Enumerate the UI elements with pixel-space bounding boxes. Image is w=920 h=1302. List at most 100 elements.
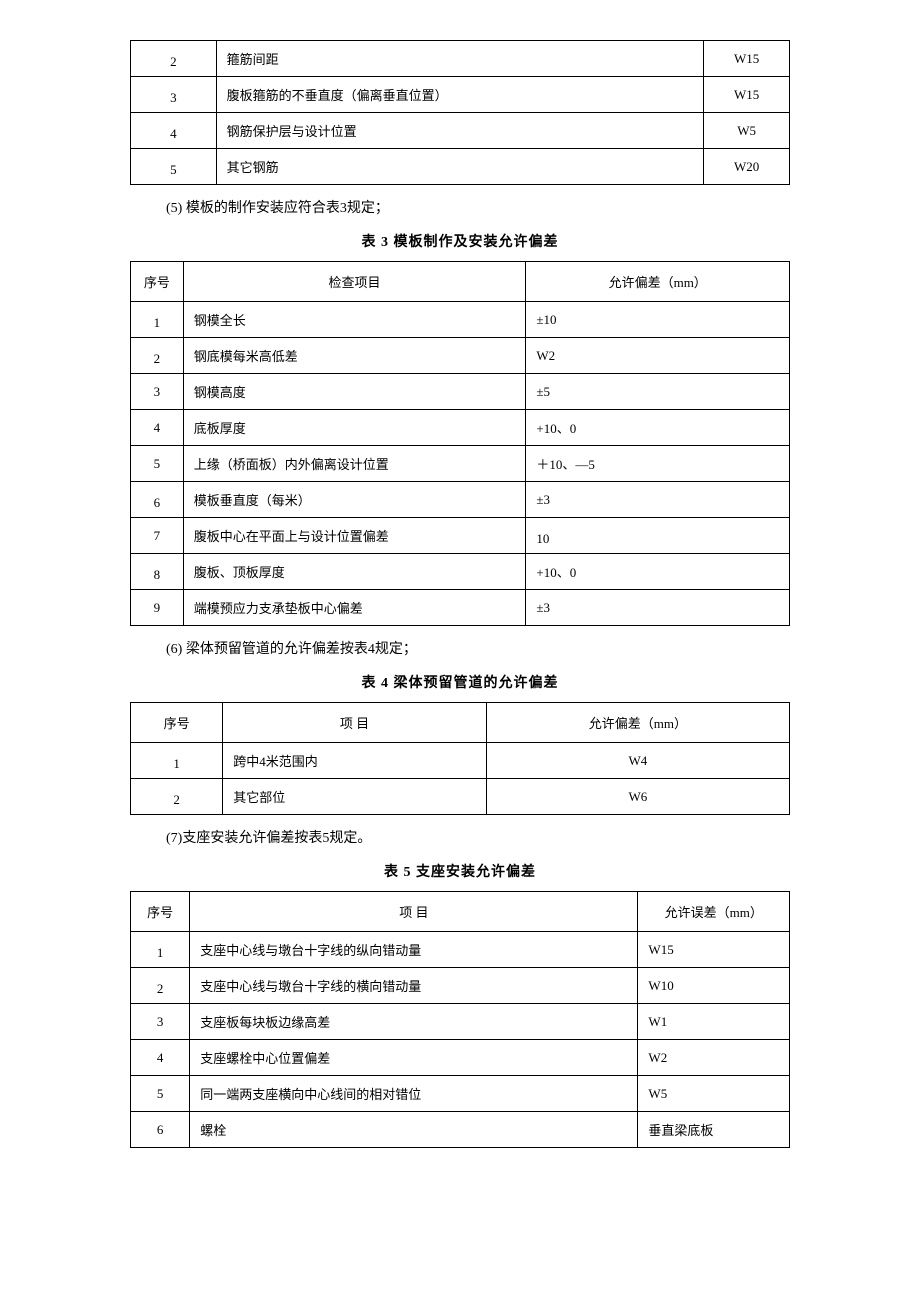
table-5-bearing: 序号 项 目 允许误差（mm） 1支座中心线与墩台十字线的纵向错动量W152支座…: [130, 891, 790, 1148]
table-row: 2支座中心线与墩台十字线的横向错动量W10: [131, 968, 790, 1004]
cell-tol: W15: [704, 41, 790, 77]
cell-seq: 3: [131, 374, 184, 410]
table-row: 3支座板每块板边缘高差W1: [131, 1004, 790, 1040]
cell-item: 腹板、顶板厚度: [183, 554, 526, 590]
table-row: 2箍筋间距W15: [131, 41, 790, 77]
caption-table-3: 表 3 模板制作及安装允许偏差: [130, 231, 790, 251]
cell-tol: W20: [704, 149, 790, 185]
cell-item: 腹板箍筋的不垂直度（偏离垂直位置）: [216, 77, 704, 113]
cell-tol: 10: [526, 518, 790, 554]
cell-item: 其它部位: [223, 779, 487, 815]
cell-seq: 6: [131, 482, 184, 518]
cell-item: 底板厚度: [183, 410, 526, 446]
cell-seq: 8: [131, 554, 184, 590]
col-header-seq: 序号: [131, 703, 223, 743]
cell-tol: 垂直梁底板: [638, 1112, 790, 1148]
table-row: 1钢模全长±10: [131, 302, 790, 338]
cell-tol: ±5: [526, 374, 790, 410]
col-header-seq: 序号: [131, 262, 184, 302]
cell-tol: +10、0: [526, 410, 790, 446]
cell-seq: 4: [131, 113, 217, 149]
table-row: 9端模预应力支承垫板中心偏差±3: [131, 590, 790, 626]
cell-seq: 2: [131, 338, 184, 374]
col-header-tol: 允许偏差（mm）: [486, 703, 789, 743]
table-row: 5其它钢筋W20: [131, 149, 790, 185]
cell-tol: ±10: [526, 302, 790, 338]
cell-seq: 2: [131, 41, 217, 77]
table-row: 3腹板箍筋的不垂直度（偏离垂直位置）W15: [131, 77, 790, 113]
cell-item: 钢模高度: [183, 374, 526, 410]
table-rebar-tolerance: 2箍筋间距W153腹板箍筋的不垂直度（偏离垂直位置）W154钢筋保护层与设计位置…: [130, 40, 790, 185]
cell-tol: W2: [638, 1040, 790, 1076]
cell-seq: 6: [131, 1112, 190, 1148]
cell-item: 钢底模每米高低差: [183, 338, 526, 374]
cell-tol: ±3: [526, 590, 790, 626]
col-header-item: 项 目: [223, 703, 487, 743]
table-row: 序号 检查项目 允许偏差（mm）: [131, 262, 790, 302]
cell-tol: W10: [638, 968, 790, 1004]
table-row: 4钢筋保护层与设计位置W5: [131, 113, 790, 149]
table-row: 序号 项 目 允许误差（mm）: [131, 892, 790, 932]
table-row: 4底板厚度+10、0: [131, 410, 790, 446]
cell-tol: ＋10、—5: [526, 446, 790, 482]
cell-item: 同一端两支座横向中心线间的相对错位: [190, 1076, 638, 1112]
cell-seq: 4: [131, 410, 184, 446]
table-row: 序号 项 目 允许偏差（mm）: [131, 703, 790, 743]
table-row: 3钢模高度±5: [131, 374, 790, 410]
table-row: 2钢底模每米高低差W2: [131, 338, 790, 374]
cell-tol: W4: [486, 743, 789, 779]
cell-tol: W5: [704, 113, 790, 149]
cell-tol: W5: [638, 1076, 790, 1112]
cell-seq: 5: [131, 1076, 190, 1112]
caption-table-5: 表 5 支座安装允许偏差: [130, 861, 790, 881]
cell-item: 其它钢筋: [216, 149, 704, 185]
cell-item: 模板垂直度（每米）: [183, 482, 526, 518]
cell-tol: W1: [638, 1004, 790, 1040]
col-header-item: 项 目: [190, 892, 638, 932]
table-row: 8腹板、顶板厚度+10、0: [131, 554, 790, 590]
col-header-seq: 序号: [131, 892, 190, 932]
cell-tol: W6: [486, 779, 789, 815]
cell-item: 支座螺栓中心位置偏差: [190, 1040, 638, 1076]
caption-table-4: 表 4 梁体预留管道的允许偏差: [130, 672, 790, 692]
cell-seq: 3: [131, 77, 217, 113]
col-header-tol: 允许误差（mm）: [638, 892, 790, 932]
cell-seq: 2: [131, 779, 223, 815]
cell-seq: 5: [131, 149, 217, 185]
col-header-tol: 允许偏差（mm）: [526, 262, 790, 302]
table-row: 1支座中心线与墩台十字线的纵向错动量W15: [131, 932, 790, 968]
cell-seq: 3: [131, 1004, 190, 1040]
table-row: 5上缘（桥面板）内外偏离设计位置＋10、—5: [131, 446, 790, 482]
cell-seq: 4: [131, 1040, 190, 1076]
table-row: 6模板垂直度（每米）±3: [131, 482, 790, 518]
cell-seq: 5: [131, 446, 184, 482]
cell-seq: 7: [131, 518, 184, 554]
cell-tol: W2: [526, 338, 790, 374]
cell-item: 支座中心线与墩台十字线的纵向错动量: [190, 932, 638, 968]
cell-item: 支座板每块板边缘高差: [190, 1004, 638, 1040]
table-4-duct: 序号 项 目 允许偏差（mm） 1跨中4米范围内W42其它部位W6: [130, 702, 790, 815]
cell-item: 支座中心线与墩台十字线的横向错动量: [190, 968, 638, 1004]
table-row: 2其它部位W6: [131, 779, 790, 815]
paragraph-6: (6) 梁体预留管道的允许偏差按表4规定；: [166, 638, 790, 658]
cell-seq: 1: [131, 302, 184, 338]
cell-item: 箍筋间距: [216, 41, 704, 77]
cell-tol: +10、0: [526, 554, 790, 590]
cell-item: 钢筋保护层与设计位置: [216, 113, 704, 149]
cell-seq: 1: [131, 932, 190, 968]
col-header-item: 检查项目: [183, 262, 526, 302]
cell-tol: W15: [704, 77, 790, 113]
cell-tol: W15: [638, 932, 790, 968]
table-row: 5同一端两支座横向中心线间的相对错位W5: [131, 1076, 790, 1112]
table-row: 4支座螺栓中心位置偏差W2: [131, 1040, 790, 1076]
paragraph-7: (7)支座安装允许偏差按表5规定。: [166, 827, 790, 847]
table-row: 7腹板中心在平面上与设计位置偏差10: [131, 518, 790, 554]
table-3-formwork: 序号 检查项目 允许偏差（mm） 1钢模全长±102钢底模每米高低差W23钢模高…: [130, 261, 790, 626]
cell-item: 腹板中心在平面上与设计位置偏差: [183, 518, 526, 554]
cell-item: 上缘（桥面板）内外偏离设计位置: [183, 446, 526, 482]
cell-item: 钢模全长: [183, 302, 526, 338]
cell-seq: 1: [131, 743, 223, 779]
cell-seq: 9: [131, 590, 184, 626]
paragraph-5: (5) 模板的制作安装应符合表3规定；: [166, 197, 790, 217]
cell-tol: ±3: [526, 482, 790, 518]
